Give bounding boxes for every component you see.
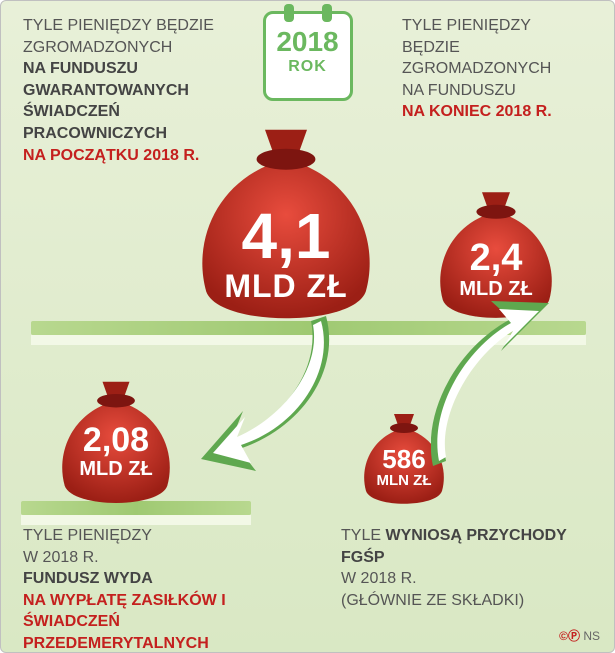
caption-top-right: Tyle pieniędzy będzie zgromadzonych na F…	[402, 15, 592, 123]
caption-bl-line2: w 2018 r.	[23, 549, 99, 566]
caption-bl-red: na wypłatę zasiłków i świadczeń przedeme…	[23, 592, 226, 652]
bag-big-value: 4,1	[171, 203, 401, 270]
caption-bottom-left: Tyle pieniędzy w 2018 r. fundusz wyda na…	[23, 525, 293, 653]
bag-mid-value: 2,4	[421, 239, 571, 279]
bag-bl-text: 2,08 mld zł	[41, 423, 191, 480]
money-bag-start-2018: 4,1 mld zł	[171, 113, 401, 323]
caption-br-line3: (głównie ze składki)	[341, 592, 524, 609]
caption-tr-line3: na Funduszu	[402, 82, 516, 99]
copyright-icon: ©Ⓟ	[559, 629, 580, 643]
caption-tr-red: na koniec 2018 r.	[402, 103, 552, 120]
caption-bottom-right: Tyle wyniosą przychody FGŚP w 2018 r. (g…	[341, 525, 601, 611]
caption-bl-bold: fundusz wyda	[23, 570, 153, 587]
bag-mid-unit: mld zł	[421, 279, 571, 300]
caption-tl-line2: zgromadzonych	[23, 39, 172, 56]
caption-bl-line1: Tyle pieniędzy	[23, 527, 152, 544]
calendar-year: 2018	[266, 28, 350, 56]
bag-mid-text: 2,4 mld zł	[421, 239, 571, 300]
caption-tl-line1: Tyle pieniędzy będzie	[23, 17, 214, 34]
calendar-label: ROK	[266, 58, 350, 76]
money-bag-spending: 2,08 mld zł	[41, 371, 191, 506]
calendar-badge: 2018 ROK	[263, 11, 353, 101]
arrow-up-icon	[431, 301, 551, 471]
money-bag-end-2018: 2,4 mld zł	[421, 181, 571, 321]
bag-big-text: 4,1 mld zł	[171, 203, 401, 304]
credit-author: NS	[583, 629, 600, 643]
caption-tr-line2: zgromadzonych	[402, 60, 551, 77]
arrow-down-icon	[201, 311, 351, 481]
bag-bl-unit: mld zł	[41, 459, 191, 480]
credit-line: ©Ⓟ NS	[559, 627, 600, 644]
bag-bl-value: 2,08	[41, 423, 191, 459]
caption-tr-line1: Tyle pieniędzy będzie	[402, 17, 531, 56]
bag-big-unit: mld zł	[171, 270, 401, 304]
infographic-container: 2018 ROK Tyle pieniędzy będzie zgromadzo…	[0, 0, 615, 653]
bag-br-unit: mln zł	[349, 473, 459, 489]
caption-br-line1a: Tyle	[341, 527, 385, 544]
caption-br-line2: w 2018 r.	[341, 570, 417, 587]
caption-tl-bold: na Funduszu Gwarantowanych Świadczeń Pra…	[23, 60, 189, 142]
